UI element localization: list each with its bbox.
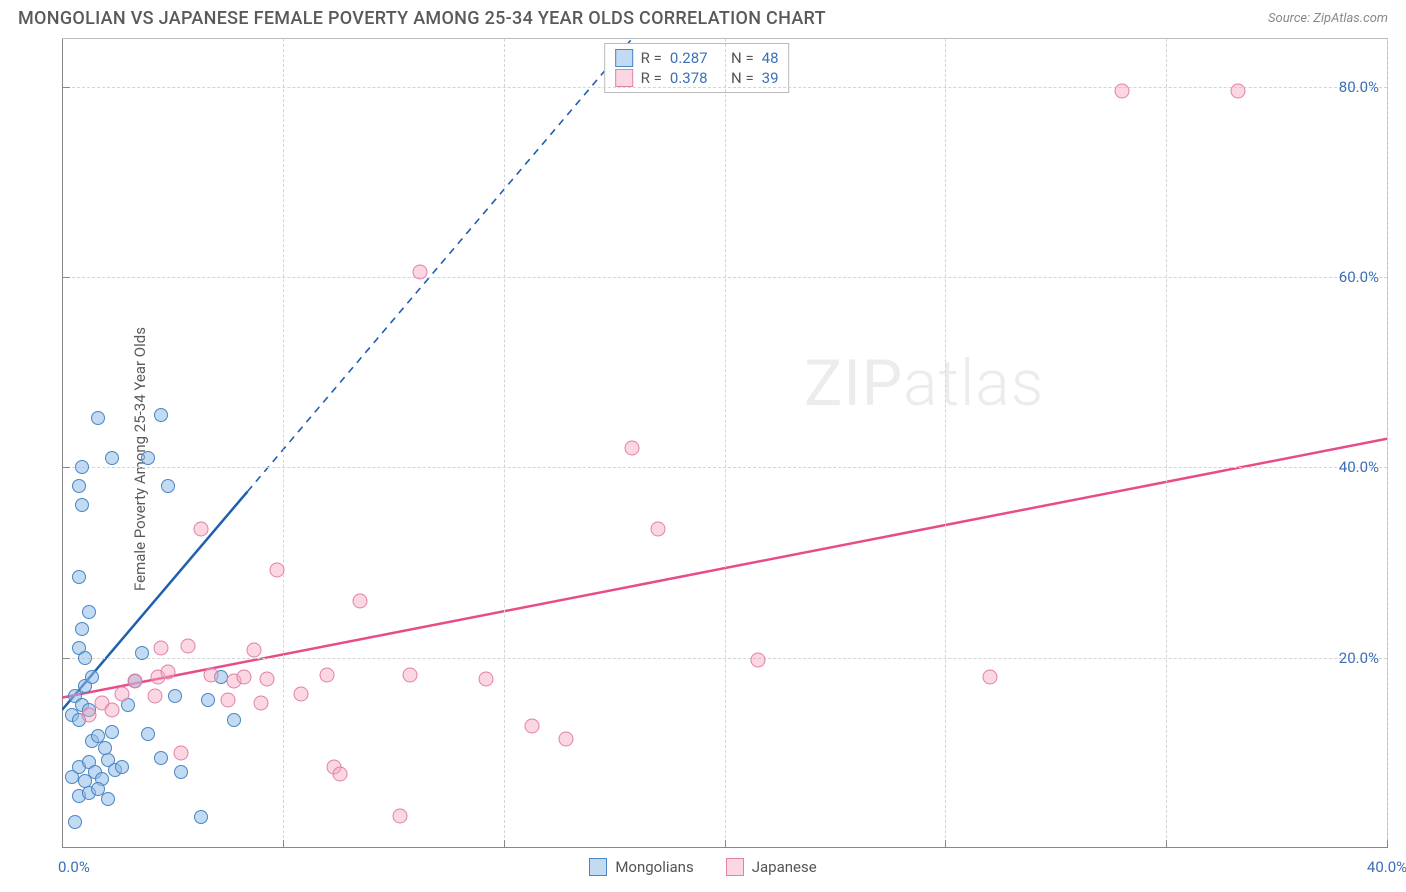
data-point	[135, 646, 149, 660]
data-point	[247, 643, 262, 658]
series-legend: Mongolians Japanese	[18, 858, 1388, 876]
data-point	[82, 605, 96, 619]
data-point	[174, 765, 188, 779]
stats-row-japanese: R = 0.378 N = 39	[615, 68, 779, 88]
n-value-japanese: 39	[762, 69, 779, 87]
y-tick-label: 60.0%	[1339, 268, 1379, 286]
data-point	[220, 693, 235, 708]
data-point	[201, 693, 215, 707]
data-point	[479, 671, 494, 686]
chart-title: MONGOLIAN VS JAPANESE FEMALE POVERTY AMO…	[18, 8, 826, 29]
data-point	[293, 686, 308, 701]
data-point	[194, 522, 209, 537]
data-point	[270, 563, 285, 578]
data-point	[402, 667, 417, 682]
data-point	[75, 622, 89, 636]
swatch-japanese	[615, 69, 633, 87]
data-point	[253, 696, 268, 711]
data-point	[72, 479, 86, 493]
data-point	[320, 667, 335, 682]
data-point	[624, 441, 639, 456]
source-attribution: Source: ZipAtlas.com	[1268, 11, 1388, 26]
y-tick-label: 20.0%	[1339, 649, 1379, 667]
data-point	[141, 727, 155, 741]
data-point	[1115, 84, 1130, 99]
data-point	[392, 808, 407, 823]
n-value-mongolians: 48	[762, 49, 779, 67]
data-point	[161, 664, 176, 679]
data-point	[1230, 84, 1245, 99]
swatch-mongolians	[615, 49, 633, 67]
chart-container: Female Poverty Among 25-34 Year Olds ZIP…	[18, 38, 1388, 880]
legend-item-japanese: Japanese	[726, 858, 817, 876]
data-point	[558, 731, 573, 746]
data-point	[127, 674, 142, 689]
y-tick-label: 40.0%	[1339, 458, 1379, 476]
data-point	[412, 265, 427, 280]
data-point	[237, 669, 252, 684]
data-point	[72, 570, 86, 584]
gridline-v	[945, 39, 946, 848]
data-point	[750, 652, 765, 667]
data-point	[525, 719, 540, 734]
data-point	[194, 810, 208, 824]
legend-swatch-japanese	[726, 858, 744, 876]
data-point	[154, 408, 168, 422]
stats-legend-box: R = 0.287 N = 48 R = 0.378 N = 39	[604, 43, 790, 93]
stats-row-mongolians: R = 0.287 N = 48	[615, 48, 779, 68]
legend-item-mongolians: Mongolians	[589, 858, 693, 876]
data-point	[982, 669, 997, 684]
data-point	[114, 686, 129, 701]
r-value-japanese: 0.378	[670, 69, 708, 87]
data-point	[180, 639, 195, 654]
gridline-v	[1166, 39, 1167, 848]
data-point	[68, 815, 82, 829]
data-point	[260, 671, 275, 686]
data-point	[78, 651, 92, 665]
gridline-v	[725, 39, 726, 848]
data-point	[147, 688, 162, 703]
data-point	[91, 411, 105, 425]
data-point	[81, 707, 96, 722]
data-point	[204, 667, 219, 682]
data-point	[105, 725, 119, 739]
data-point	[333, 766, 348, 781]
legend-swatch-mongolians	[589, 858, 607, 876]
data-point	[141, 451, 155, 465]
y-tick-label: 80.0%	[1339, 78, 1379, 96]
data-point	[168, 689, 182, 703]
data-point	[75, 498, 89, 512]
data-point	[101, 792, 115, 806]
data-point	[154, 641, 169, 656]
data-point	[353, 593, 368, 608]
data-point	[105, 451, 119, 465]
data-point	[154, 751, 168, 765]
data-point	[161, 479, 175, 493]
gridline-v	[1387, 39, 1388, 848]
r-value-mongolians: 0.287	[670, 49, 708, 67]
data-point	[115, 760, 129, 774]
data-point	[98, 741, 112, 755]
gridline-v	[283, 39, 284, 848]
data-point	[85, 670, 99, 684]
data-point	[174, 745, 189, 760]
data-point	[104, 703, 119, 718]
data-point	[227, 713, 241, 727]
data-point	[651, 522, 666, 537]
plot-area: ZIPatlas R = 0.287 N = 48 R = 0.378 N = …	[62, 38, 1388, 848]
gridline-v	[504, 39, 505, 848]
data-point	[75, 460, 89, 474]
